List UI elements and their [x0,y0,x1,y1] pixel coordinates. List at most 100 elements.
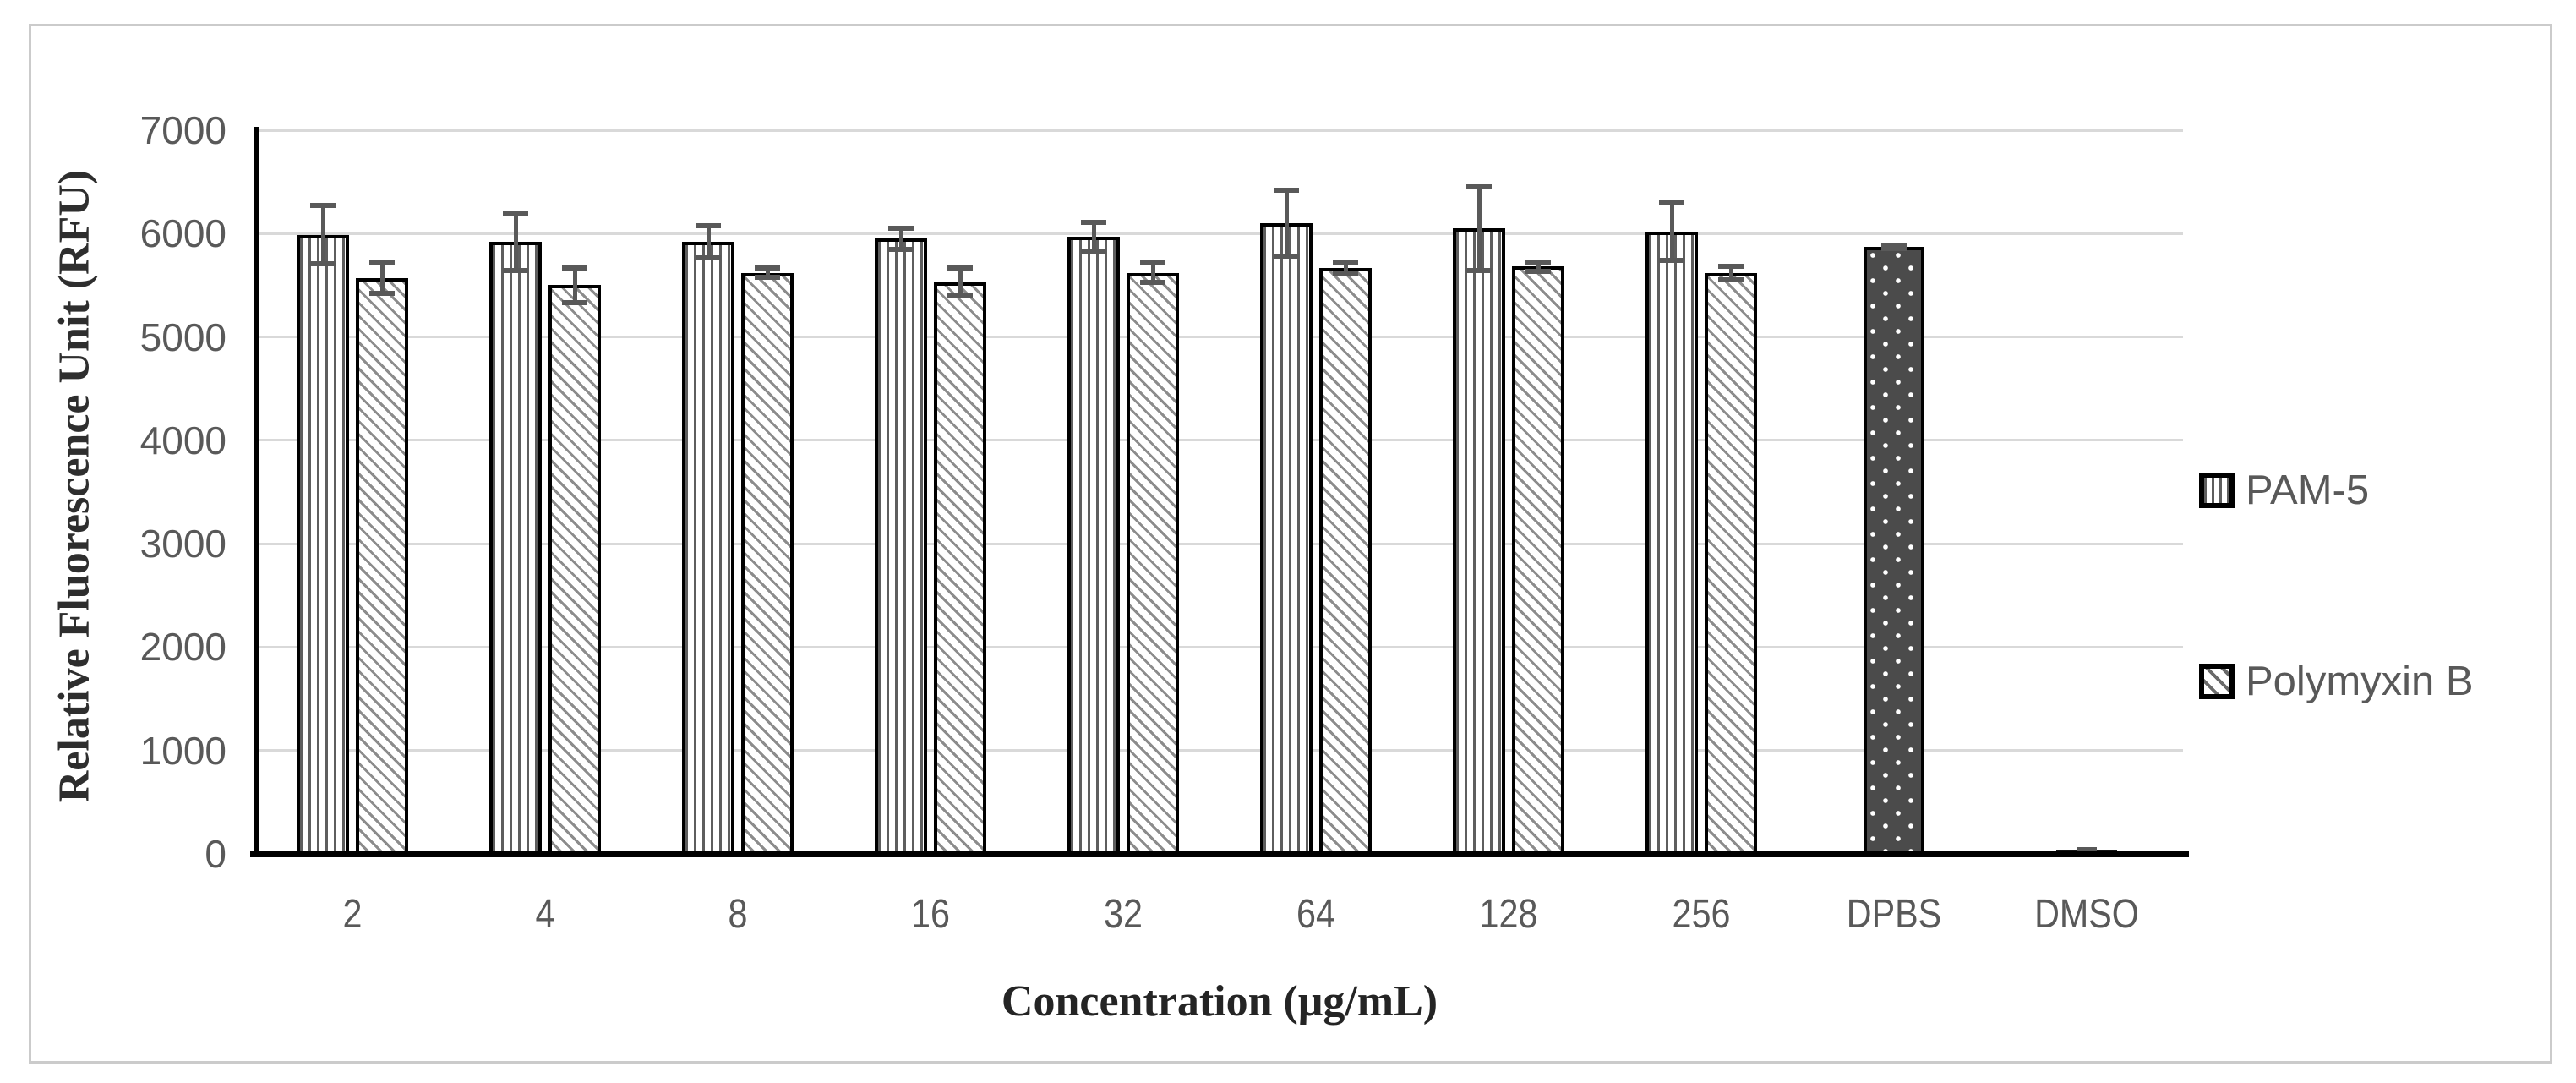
error-bar [1466,183,1492,273]
error-bar-line [1476,183,1482,273]
gridline-5000 [256,336,2183,339]
error-bar-cap-bottom [1140,280,1165,286]
pam5-swatch-icon [2199,473,2235,508]
bar-polymyxinB-64 [1319,267,1372,857]
gridline-4000 [256,439,2183,442]
gridline-6000 [256,232,2183,235]
error-bar-cap-bottom [1081,248,1106,254]
y-tick-label-1000: 1000 [139,728,226,773]
error-bar-cap-bottom [1274,253,1299,259]
error-bar-cap-bottom [1333,271,1358,276]
error-bar [562,265,587,305]
x-tick-label-4: 4 [535,892,555,937]
error-bar-line [1091,220,1096,254]
y-tick-label-6000: 6000 [139,211,226,256]
x-axis-line [250,851,2189,857]
bar-polymyxinB-256 [1705,272,1757,857]
error-bar [696,223,721,261]
gridline-2000 [256,645,2183,648]
error-bar-line [706,223,711,261]
error-bar-cap-top [1659,200,1684,206]
x-tick-label-8: 8 [728,892,748,937]
x-axis-title: Concentration (μg/mL) [1001,977,1438,1026]
error-bar-cap-top [947,265,973,271]
error-bar-cap-bottom [369,290,395,296]
bar-polymyxinB-16 [934,282,986,857]
gridline-3000 [256,542,2183,545]
bar-pam5-4 [489,242,542,857]
bar-pam5-8 [682,242,734,857]
error-bar-line [898,225,903,253]
error-bar-line [958,265,963,299]
error-bar-cap-top [369,260,395,266]
error-bar-cap-bottom [947,293,973,299]
error-bar [1333,259,1358,276]
error-bar-line [1669,200,1674,263]
error-bar-cap-bottom [888,247,914,253]
x-tick-label-16: 16 [911,892,950,937]
error-bar [369,260,395,296]
polymyxin-b-swatch-icon [2199,664,2235,699]
x-tick-label-64: 64 [1296,892,1335,937]
legend-item-polymyxin-b: Polymyxin B [2199,658,2474,705]
error-bar-line [1343,259,1348,276]
error-bar-cap-top [1466,183,1492,189]
y-axis-title: Relative Fluorescence Unit (RFU) [50,169,99,803]
y-tick-label-4000: 4000 [139,418,226,462]
error-bar-cap-top [562,265,587,271]
error-bar [1525,259,1551,274]
error-bar [1274,188,1299,259]
error-bar-cap-bottom [1881,246,1907,252]
error-bar-cap-bottom [562,299,587,305]
error-bar-line [1536,259,1541,274]
error-bar [947,265,973,299]
error-bar-line [320,202,325,267]
error-bar-line [513,211,518,273]
bar-polymyxinB-128 [1512,266,1564,857]
error-bar-cap-top [888,225,914,231]
error-bar-line [1150,260,1155,286]
error-bar-cap-top [1525,259,1551,265]
y-tick-label-5000: 5000 [139,315,226,359]
error-bar-cap-top [1881,243,1907,249]
y-tick-label-3000: 3000 [139,522,226,566]
error-bar-cap-bottom [1466,267,1492,273]
bar-polymyxinB-2 [356,277,408,857]
error-bar-line [1284,188,1289,259]
x-tick-label-DPBS: DPBS [1846,892,1942,937]
error-bar-cap-bottom [1525,268,1551,274]
error-bar [1140,260,1165,286]
error-bar [310,202,336,267]
error-bar-line [1728,263,1733,282]
gridline-7000 [256,129,2183,132]
error-bar-cap-bottom [696,255,721,261]
error-bar-cap-bottom [2077,847,2097,853]
x-tick-label-2: 2 [342,892,363,937]
bar-polymyxinB-8 [741,272,794,857]
legend-item-pam5: PAM-5 [2199,467,2369,514]
y-tick-label-2000: 2000 [139,625,226,670]
x-tick-label-32: 32 [1104,892,1143,937]
error-bar [1081,220,1106,254]
error-bar-cap-bottom [1659,257,1684,263]
error-bar-cap-top [1333,259,1358,265]
error-bar [888,225,914,253]
legend-label-pam5: PAM-5 [2246,468,2370,513]
bar-pam5-64 [1260,223,1313,857]
error-bar [503,211,528,273]
bar-pam5-16 [875,238,927,857]
error-bar [1659,200,1684,263]
x-tick-label-256: 256 [1672,892,1731,937]
error-bar-cap-bottom [1718,276,1744,282]
error-bar-cap-top [503,211,528,216]
legend-label-polymyxin-b: Polymyxin B [2246,659,2474,704]
bar-polymyxinB-4 [548,285,601,857]
error-bar [1881,243,1907,252]
bar-pam5-256 [1645,231,1698,857]
figure-border [29,24,2552,1064]
error-bar-line [572,265,577,305]
bar-pam5-2 [297,234,349,857]
error-bar-cap-top [1081,220,1106,226]
bar-polymyxinB-32 [1127,272,1179,857]
